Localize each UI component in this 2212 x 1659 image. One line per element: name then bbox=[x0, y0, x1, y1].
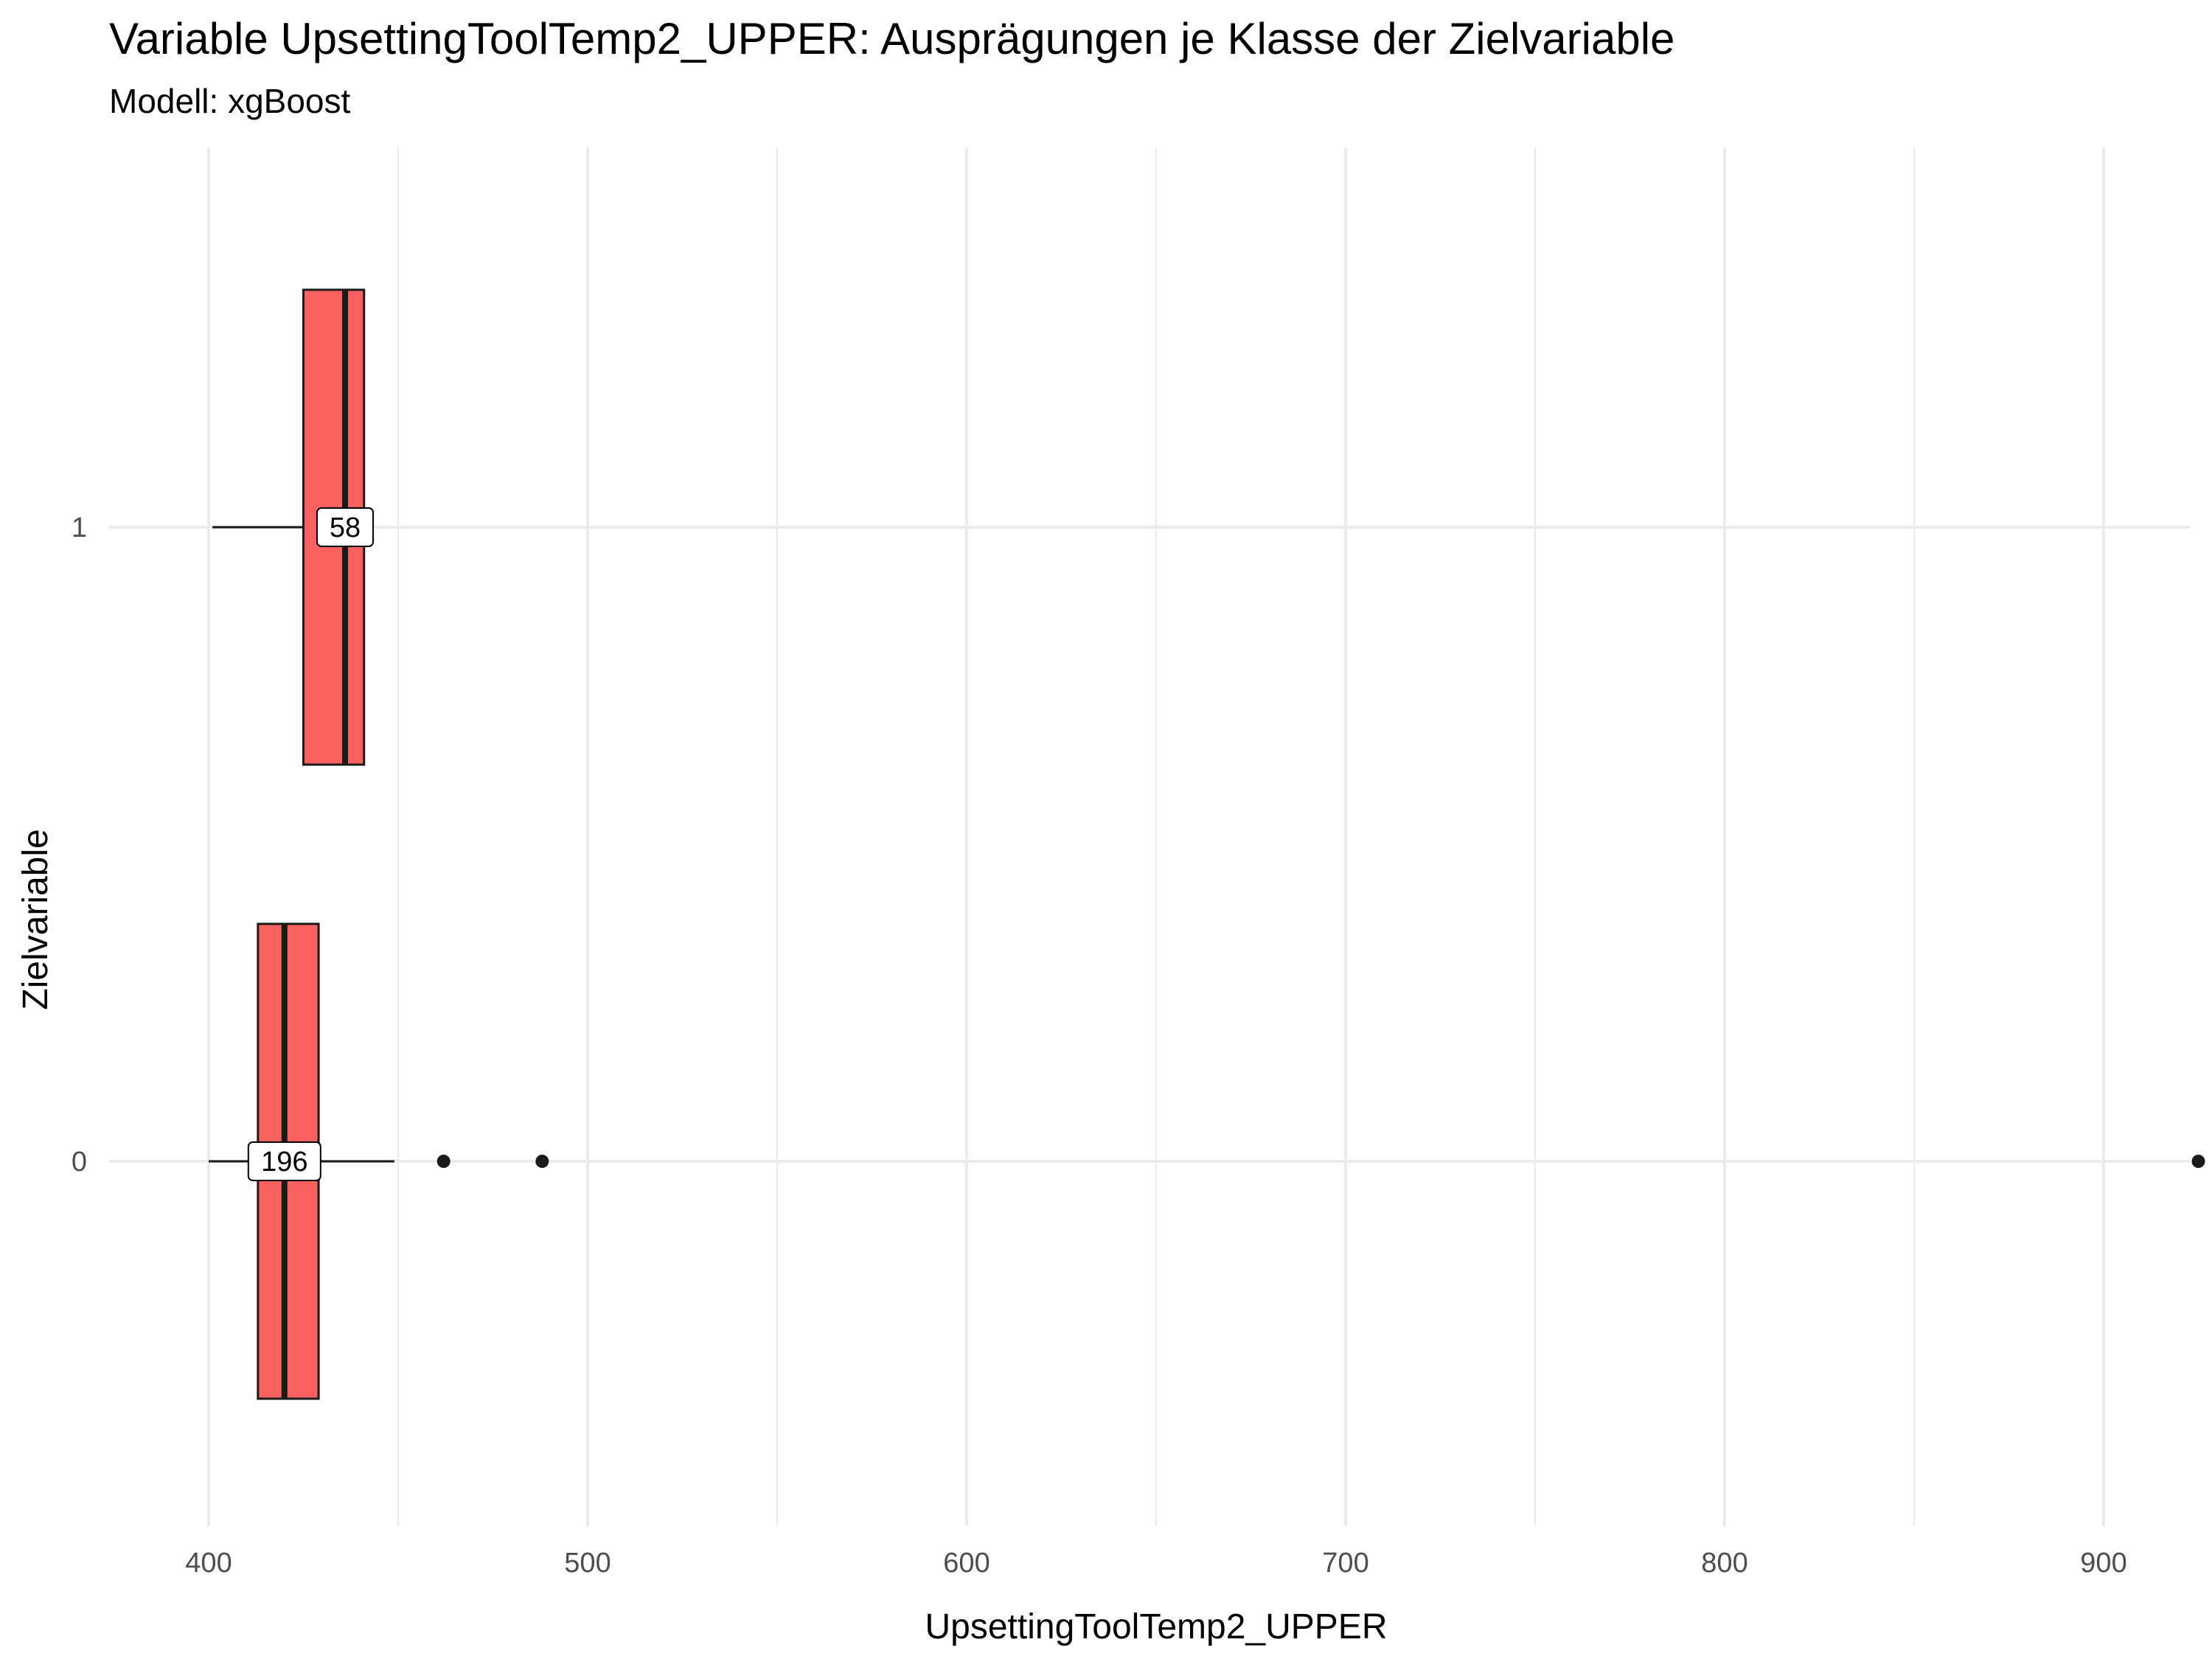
box-layer: 196 58 bbox=[209, 288, 2205, 1400]
count-label-text: 196 bbox=[261, 1147, 307, 1178]
box-0: 196 bbox=[209, 922, 2205, 1400]
outlier-point bbox=[535, 1155, 549, 1168]
count-label-text: 58 bbox=[330, 512, 361, 543]
outlier-point bbox=[2191, 1155, 2205, 1168]
count-label-box bbox=[247, 1141, 321, 1181]
chart-subtitle: Modell: xgBoost bbox=[109, 82, 351, 120]
y-tick-label: 1 bbox=[72, 512, 87, 543]
x-axis-title: UpsettingToolTemp2_UPPER bbox=[925, 1607, 1388, 1646]
chart-title: Variable UpsettingToolTemp2_UPPER: Auspr… bbox=[109, 14, 1675, 63]
x-tick-label: 900 bbox=[2080, 1548, 2126, 1579]
y-tick-label: 0 bbox=[72, 1147, 87, 1178]
x-tick-label: 400 bbox=[185, 1548, 232, 1579]
x-tick-label: 800 bbox=[1701, 1548, 1747, 1579]
x-tick-label: 600 bbox=[943, 1548, 990, 1579]
grid-lines bbox=[109, 147, 2190, 1526]
tick-labels: 400 500 600 700 800 900 0 1 bbox=[72, 512, 2127, 1579]
count-label-1: 58 bbox=[316, 507, 375, 547]
count-label-0: 196 bbox=[247, 1141, 321, 1181]
y-axis-title: Zielvariable bbox=[16, 829, 55, 1009]
x-tick-label: 700 bbox=[1322, 1548, 1368, 1579]
x-tick-label: 500 bbox=[564, 1548, 611, 1579]
count-label-box bbox=[316, 507, 375, 547]
outlier-point bbox=[437, 1155, 451, 1168]
box-1: 58 bbox=[212, 288, 375, 766]
